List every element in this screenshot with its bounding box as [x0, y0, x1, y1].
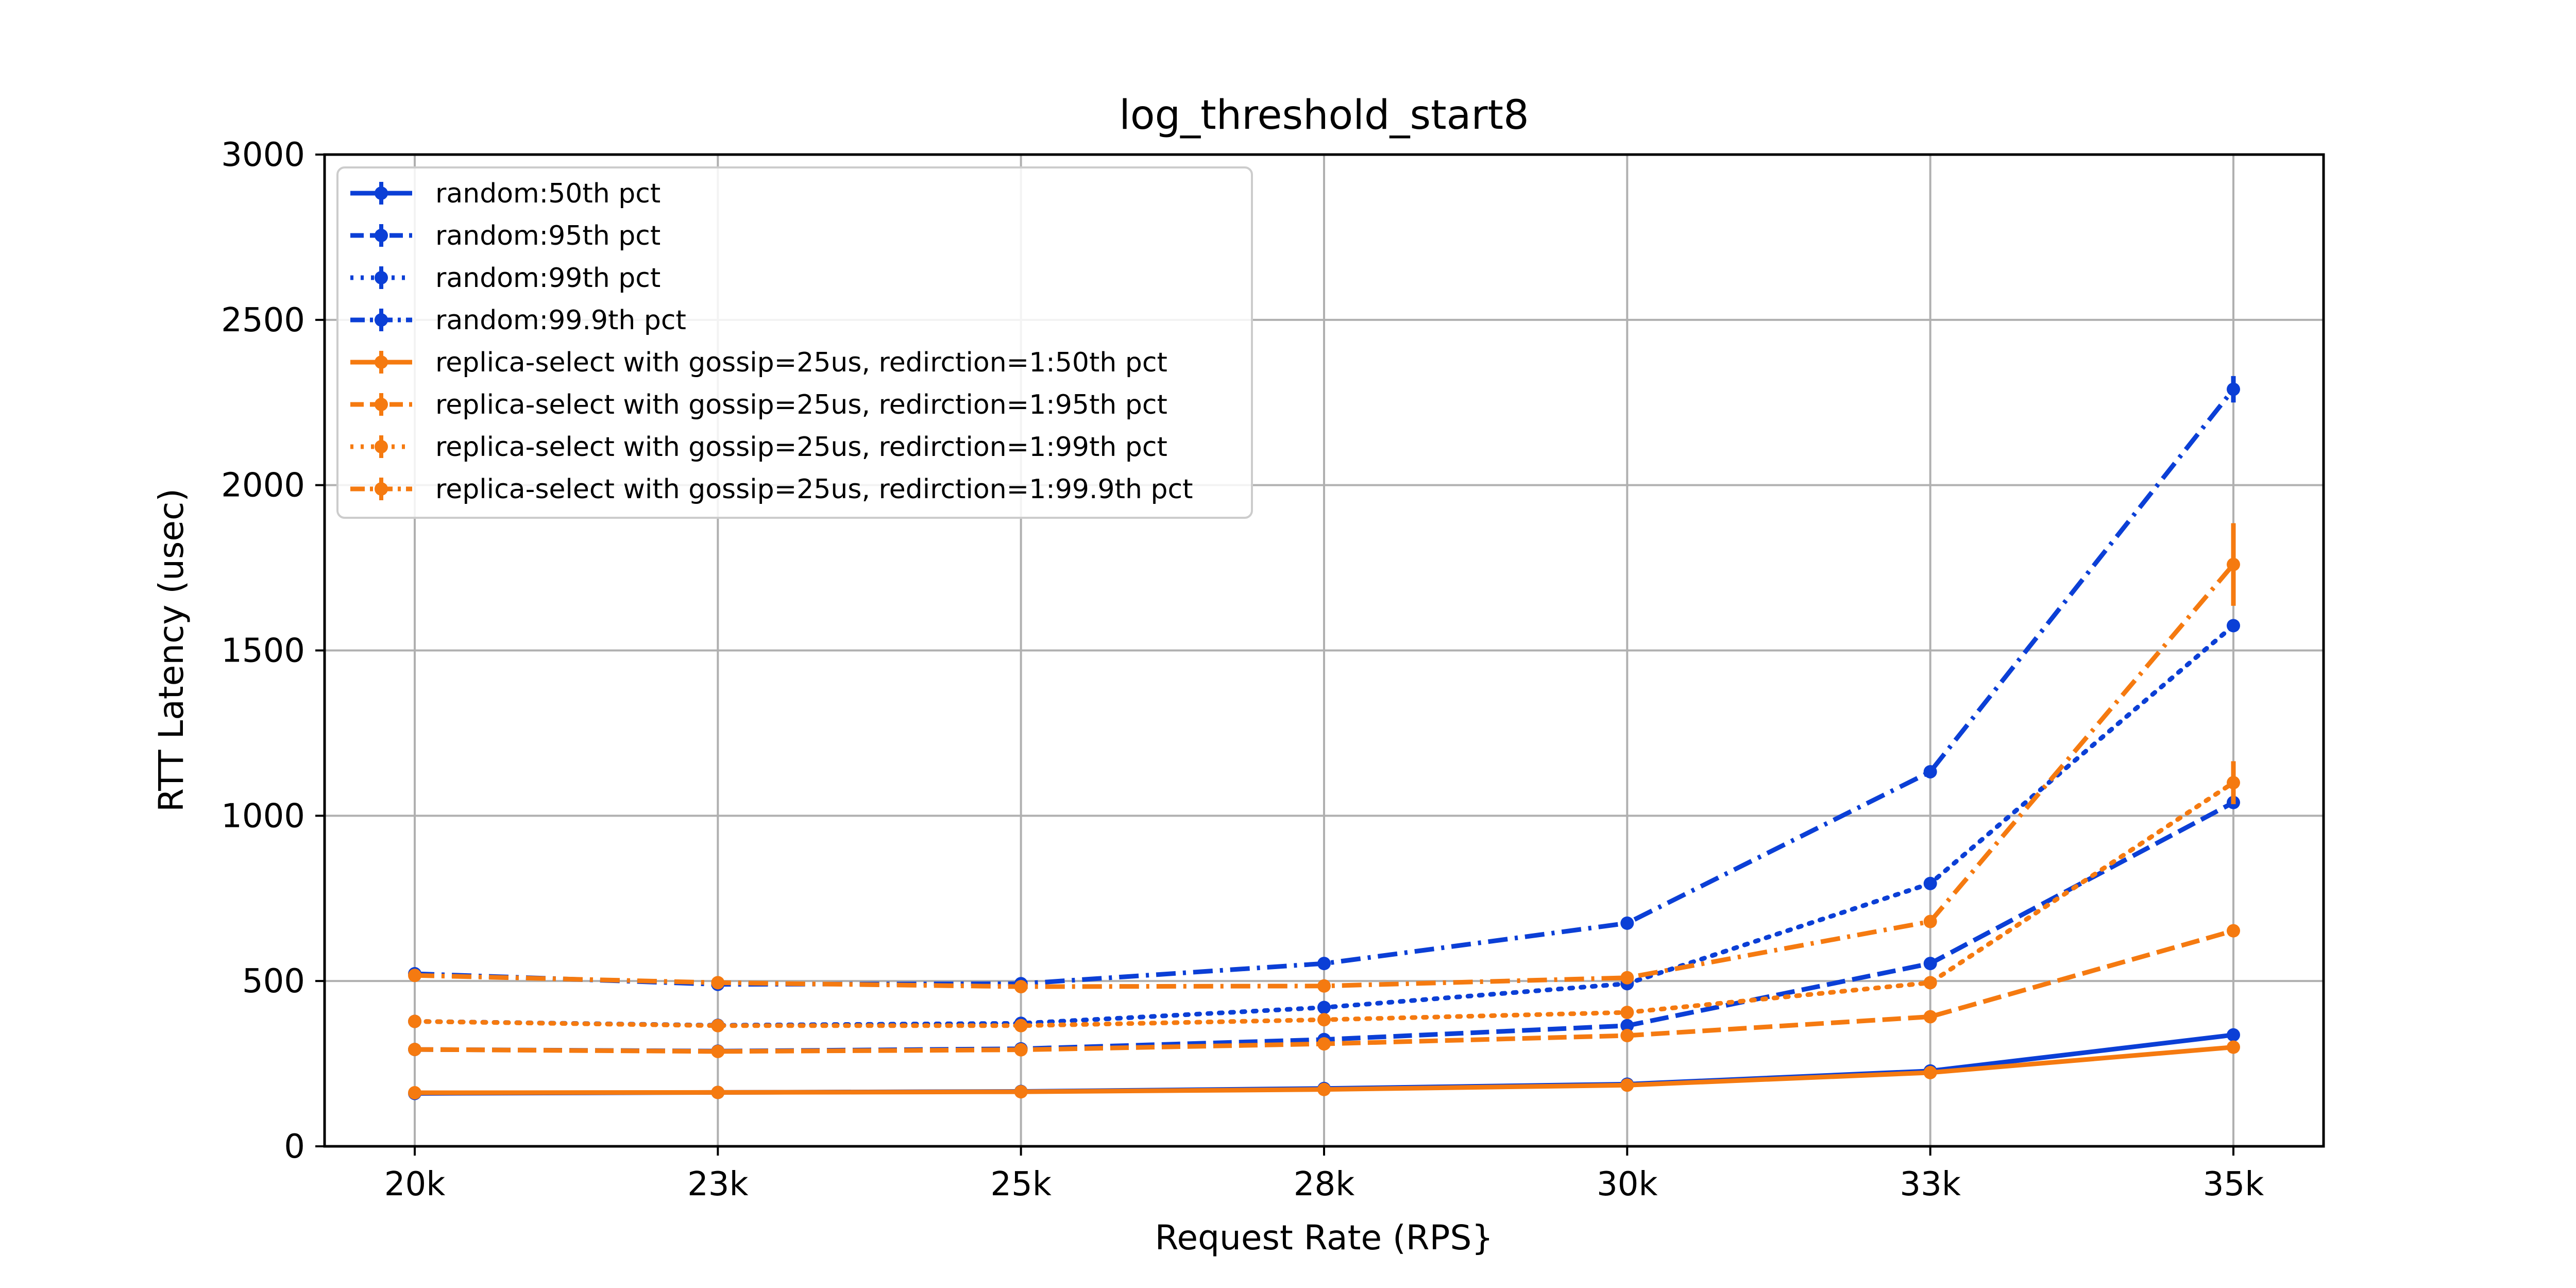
- x-tick-label: 35k: [2203, 1165, 2264, 1204]
- legend-entry: replica-select with gossip=25us, redirct…: [350, 474, 1193, 505]
- legend-marker: [375, 271, 388, 284]
- legend-entry: random:99th pct: [350, 263, 660, 294]
- data-point: [1923, 957, 1937, 971]
- data-point: [2227, 1028, 2240, 1042]
- y-tick-label: 2500: [221, 301, 305, 340]
- data-point: [2227, 619, 2240, 633]
- legend-label: replica-select with gossip=25us, redirct…: [435, 389, 1167, 420]
- y-tick-label: 2000: [221, 467, 305, 505]
- x-tick-label: 25k: [990, 1165, 1052, 1204]
- x-tick-label: 28k: [1294, 1165, 1355, 1204]
- data-point: [1620, 1029, 1634, 1043]
- axis-ticks: 20k 23k 25k 28k 30k 33k 35k 0 500 1000 1500 2000 250…: [221, 136, 2264, 1204]
- data-point: [1620, 971, 1634, 985]
- legend-entry: random:50th pct: [350, 178, 660, 209]
- data-point: [1620, 916, 1634, 930]
- x-tick-label: 33k: [1900, 1165, 1961, 1204]
- y-axis-label: RTT Latency (usec): [151, 488, 191, 812]
- legend-entry: replica-select with gossip=25us, redirct…: [350, 432, 1167, 463]
- x-tick-label: 20k: [384, 1165, 446, 1204]
- data-point: [1317, 1082, 1331, 1096]
- legend-label: random:50th pct: [435, 178, 660, 209]
- data-point: [1923, 765, 1937, 778]
- data-point: [408, 1086, 421, 1100]
- legend-marker: [375, 229, 388, 242]
- legend-entry: replica-select with gossip=25us, redirct…: [350, 389, 1167, 420]
- data-point: [2227, 382, 2240, 396]
- series-5: [408, 1040, 2240, 1100]
- data-point: [1923, 876, 1937, 890]
- data-point: [2227, 776, 2240, 790]
- legend-marker: [375, 313, 388, 327]
- chart-title: log_threshold_start8: [1119, 92, 1529, 139]
- data-point: [711, 976, 725, 990]
- data-point: [1923, 1065, 1937, 1079]
- data-point: [1014, 1019, 1028, 1032]
- data-point: [408, 1042, 421, 1056]
- data-point: [2227, 924, 2240, 938]
- legend-label: random:99th pct: [435, 263, 660, 294]
- legend-box: [336, 166, 1253, 519]
- data-point: [711, 1086, 725, 1099]
- series-7: [408, 761, 2240, 1032]
- legend-marker: [375, 398, 388, 411]
- legend-label: replica-select with gossip=25us, redirct…: [435, 347, 1167, 378]
- y-tick-label: 1000: [221, 797, 305, 835]
- legend-entry: replica-select with gossip=25us, redirct…: [350, 347, 1167, 378]
- data-point: [1317, 1037, 1331, 1051]
- data-point: [1923, 1010, 1937, 1024]
- data-point: [1620, 1078, 1634, 1092]
- data-point: [1923, 914, 1937, 928]
- data-point: [1014, 1043, 1028, 1057]
- data-point: [1014, 1085, 1028, 1099]
- y-tick-label: 0: [284, 1128, 305, 1166]
- series-8: [408, 523, 2240, 994]
- series-6: [408, 924, 2240, 1058]
- x-tick-label: 23k: [687, 1165, 749, 1204]
- data-point: [2227, 1040, 2240, 1054]
- legend-entry: random:95th pct: [350, 221, 660, 251]
- data-point: [1317, 1013, 1331, 1027]
- legend-label: replica-select with gossip=25us, redirct…: [435, 474, 1193, 505]
- data-point: [1317, 1001, 1331, 1014]
- legend-label: random:95th pct: [435, 221, 660, 251]
- legend-label: random:99.9th pct: [435, 305, 686, 336]
- data-point: [408, 1014, 421, 1028]
- legend-marker: [375, 355, 388, 369]
- legend-marker: [375, 482, 388, 496]
- legend-marker: [375, 440, 388, 453]
- data-point: [1014, 980, 1028, 994]
- legend: random:50th pct random:95th pct random:99t…: [336, 166, 1253, 519]
- data-point: [1923, 976, 1937, 990]
- y-tick-label: 1500: [221, 632, 305, 670]
- data-point: [408, 969, 421, 982]
- series-lines: [408, 376, 2240, 1100]
- data-point: [711, 1044, 725, 1058]
- y-tick-label: 500: [242, 962, 305, 1001]
- legend-marker: [375, 187, 388, 200]
- data-point: [1620, 1019, 1634, 1032]
- legend-entry: random:99.9th pct: [350, 305, 686, 336]
- y-tick-label: 3000: [221, 136, 305, 174]
- x-tick-label: 30k: [1597, 1165, 1658, 1204]
- plot-frame: [323, 153, 2325, 1148]
- data-point: [2227, 557, 2240, 571]
- data-point: [711, 1019, 725, 1032]
- data-point: [1317, 979, 1331, 993]
- legend-label: replica-select with gossip=25us, redirct…: [435, 432, 1167, 463]
- x-axis-label: Request Rate (RPS}: [1155, 1218, 1494, 1258]
- data-point: [1317, 957, 1331, 971]
- data-point: [1620, 1006, 1634, 1020]
